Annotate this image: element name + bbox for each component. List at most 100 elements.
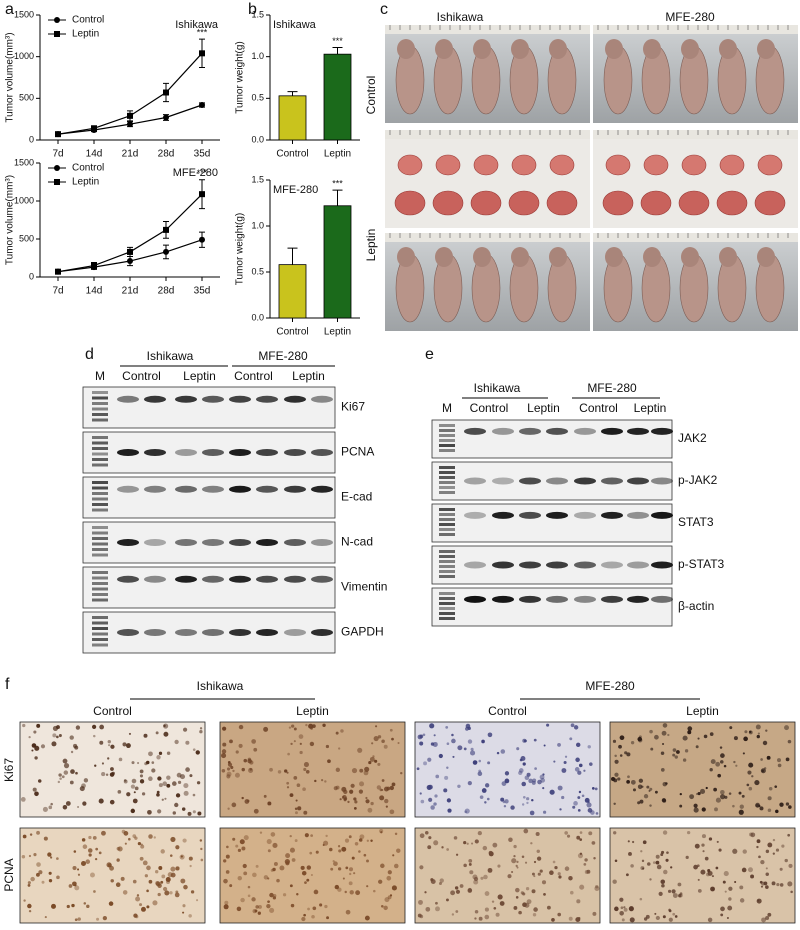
nucleus: [578, 917, 581, 920]
nucleus: [660, 751, 665, 755]
nucleus: [720, 913, 724, 917]
nucleus: [107, 863, 112, 868]
nucleus: [650, 747, 654, 751]
x-tick-label: 21d: [122, 149, 139, 160]
tumor: [470, 190, 502, 216]
nucleus: [483, 874, 488, 880]
ladder-band: [92, 436, 108, 439]
nucleus: [258, 904, 262, 909]
nucleus: [446, 798, 452, 803]
marker: [163, 114, 169, 121]
nucleus: [162, 781, 168, 786]
nucleus: [339, 798, 342, 801]
significance: ***: [332, 36, 343, 46]
band: [175, 539, 197, 546]
nucleus: [389, 809, 395, 815]
nucleus: [701, 843, 705, 847]
nucleus: [627, 840, 630, 843]
ladder-band: [439, 444, 455, 447]
nucleus: [584, 869, 589, 875]
nucleus: [36, 872, 40, 877]
band: [574, 595, 596, 603]
nucleus: [433, 840, 439, 846]
nucleus: [430, 878, 434, 882]
nucleus: [259, 831, 263, 834]
nucleus: [70, 750, 74, 754]
nucleus: [36, 830, 40, 835]
nucleus: [756, 839, 761, 844]
nucleus: [288, 726, 292, 729]
nucleus: [647, 862, 651, 866]
nucleus: [433, 802, 437, 806]
nucleus: [130, 808, 136, 814]
nucleus: [251, 739, 256, 744]
nucleus: [134, 786, 139, 791]
nucleus: [630, 779, 636, 785]
nucleus: [451, 738, 456, 744]
nucleus: [92, 836, 97, 840]
row-label: Ki67: [2, 758, 16, 782]
panel-label: f: [5, 676, 10, 693]
tumor: [643, 154, 669, 176]
mouse-head: [757, 39, 775, 59]
nucleus: [416, 767, 420, 771]
nucleus: [521, 855, 525, 859]
nucleus: [715, 866, 719, 870]
nucleus: [101, 762, 105, 765]
legend-label: Leptin: [72, 29, 99, 40]
nucleus: [515, 864, 518, 867]
nucleus: [384, 897, 390, 903]
nucleus: [697, 878, 700, 881]
nucleus: [132, 798, 138, 804]
nucleus: [66, 904, 70, 909]
nucleus: [189, 864, 192, 868]
nucleus: [325, 744, 330, 749]
nucleus: [170, 836, 176, 843]
nucleus: [619, 911, 624, 916]
nucleus: [70, 769, 75, 774]
nucleus: [576, 899, 581, 904]
nucleus: [452, 755, 455, 759]
nucleus: [51, 741, 57, 747]
nucleus: [739, 885, 744, 890]
marker: [55, 268, 61, 275]
nucleus: [314, 779, 317, 783]
nucleus: [687, 730, 692, 735]
nucleus: [684, 749, 689, 753]
y-tick-label: 1.5: [251, 9, 264, 19]
blot-label: JAK2: [678, 431, 707, 445]
ladder-band: [439, 449, 455, 452]
nucleus: [301, 870, 307, 876]
nucleus: [77, 868, 80, 871]
nucleus: [134, 836, 138, 840]
nucleus: [151, 761, 155, 764]
nucleus: [235, 844, 239, 848]
nucleus: [504, 799, 509, 804]
nucleus: [169, 854, 173, 857]
lane-label: Control: [234, 369, 273, 383]
nucleus: [189, 774, 193, 778]
marker: [163, 248, 169, 255]
nucleus: [389, 894, 393, 897]
nucleus: [140, 906, 146, 912]
nucleus: [639, 799, 644, 804]
nucleus: [751, 775, 754, 778]
nucleus: [157, 776, 162, 781]
ladder-band: [92, 526, 108, 529]
nucleus: [568, 916, 573, 921]
nucleus: [569, 737, 573, 741]
nucleus: [315, 850, 319, 854]
band: [229, 575, 251, 583]
nucleus: [148, 834, 153, 839]
nucleus: [241, 796, 244, 800]
ruler: [593, 25, 798, 34]
nucleus: [47, 852, 52, 857]
ladder-band: [92, 643, 108, 647]
ladder-band: [439, 607, 455, 610]
ladder-band: [439, 555, 455, 558]
nucleus: [291, 858, 296, 862]
nucleus: [132, 879, 137, 884]
nucleus: [311, 914, 315, 919]
nucleus: [774, 785, 778, 788]
nucleus: [381, 739, 385, 743]
